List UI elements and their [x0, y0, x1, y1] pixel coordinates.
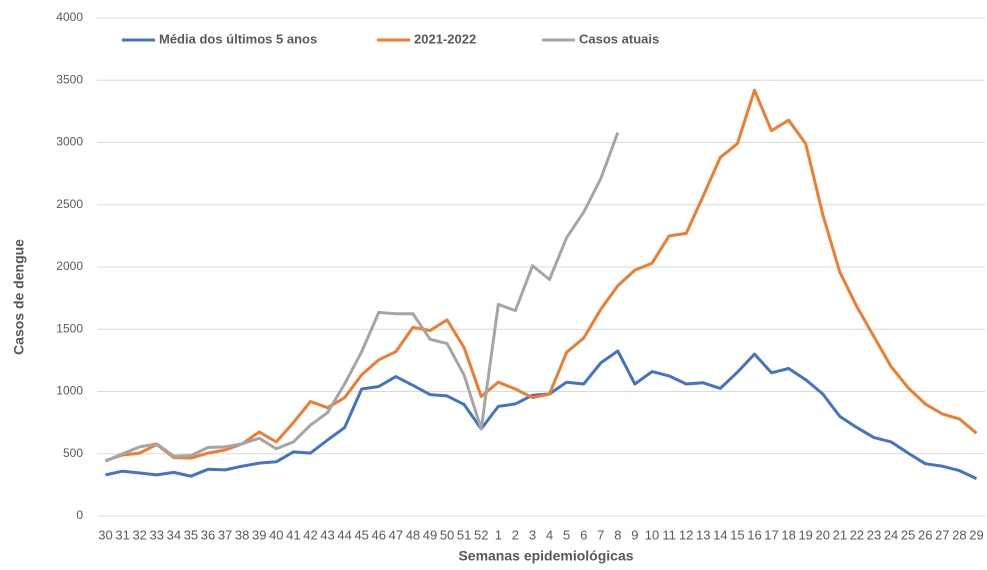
- x-tick-label: 36: [201, 527, 215, 542]
- x-tick-label: 27: [935, 527, 949, 542]
- y-tick-label: 4000: [56, 10, 83, 24]
- x-tick-label: 44: [337, 527, 351, 542]
- x-tick-label: 46: [372, 527, 386, 542]
- y-tick-label: 2000: [56, 259, 83, 273]
- x-tick-label: 18: [781, 527, 795, 542]
- x-tick-label: 35: [184, 527, 198, 542]
- x-tick-label: 42: [303, 527, 317, 542]
- x-tick-label: 21: [833, 527, 847, 542]
- x-tick-label: 12: [679, 527, 693, 542]
- x-tick-label: 15: [730, 527, 744, 542]
- x-tick-label: 23: [867, 527, 881, 542]
- x-tick-label: 49: [423, 527, 437, 542]
- x-tick-label: 31: [115, 527, 129, 542]
- x-tick-label: 26: [918, 527, 932, 542]
- x-tick-label: 34: [167, 527, 181, 542]
- x-tick-label: 3: [529, 527, 536, 542]
- series-line: [104, 131, 620, 463]
- x-tick-label: 43: [320, 527, 334, 542]
- x-tick-label: 9: [631, 527, 638, 542]
- series-line: [105, 88, 978, 463]
- x-tick-label: 30: [98, 527, 112, 542]
- x-tick-label: 33: [150, 527, 164, 542]
- x-tick-label: 45: [354, 527, 368, 542]
- x-tick-label: 47: [389, 527, 403, 542]
- x-tick-label: 24: [884, 527, 898, 542]
- x-tick-label: 8: [614, 527, 621, 542]
- x-tick-label: 10: [645, 527, 659, 542]
- y-tick-label: 3000: [56, 135, 83, 149]
- x-tick-label: 1: [495, 527, 502, 542]
- x-tick-label: 19: [798, 527, 812, 542]
- x-tick-label: 11: [662, 527, 676, 542]
- x-tick-label: 40: [269, 527, 283, 542]
- x-tick-label: 5: [563, 527, 570, 542]
- x-tick-label: 41: [286, 527, 300, 542]
- x-tick-label: 6: [580, 527, 587, 542]
- x-tick-label: 29: [969, 527, 983, 542]
- x-tick-label: 48: [406, 527, 420, 542]
- x-tick-label: 37: [218, 527, 232, 542]
- x-tick-label: 38: [235, 527, 249, 542]
- x-tick-label: 13: [696, 527, 710, 542]
- y-axis-title: Casos de dengue: [11, 239, 27, 355]
- legend-label: Casos atuais: [579, 31, 659, 46]
- x-tick-label: 52: [474, 527, 488, 542]
- x-tick-label: 7: [597, 527, 604, 542]
- series-line: [105, 349, 978, 480]
- x-tick-label: 51: [457, 527, 471, 542]
- y-tick-label: 1000: [56, 384, 83, 398]
- y-tick-label: 2500: [56, 197, 83, 211]
- legend-label: 2021-2022: [414, 31, 476, 46]
- y-tick-label: 1500: [56, 321, 83, 335]
- x-tick-label: 16: [747, 527, 761, 542]
- x-tick-label: 22: [850, 527, 864, 542]
- x-tick-label: 28: [952, 527, 966, 542]
- y-tick-label: 500: [63, 446, 83, 460]
- y-tick-label: 3500: [56, 72, 83, 86]
- x-tick-label: 14: [713, 527, 727, 542]
- legend-label: Média dos últimos 5 anos: [159, 31, 317, 46]
- x-tick-label: 39: [252, 527, 266, 542]
- x-tick-label: 50: [440, 527, 454, 542]
- x-tick-label: 20: [816, 527, 830, 542]
- x-tick-label: 4: [546, 527, 553, 542]
- x-tick-label: 25: [901, 527, 915, 542]
- x-axis-title: Semanas epidemiológicas: [458, 548, 633, 564]
- x-tick-label: 2: [512, 527, 519, 542]
- x-tick-label: 17: [764, 527, 778, 542]
- x-tick-label: 32: [132, 527, 146, 542]
- y-tick-label: 0: [76, 508, 83, 522]
